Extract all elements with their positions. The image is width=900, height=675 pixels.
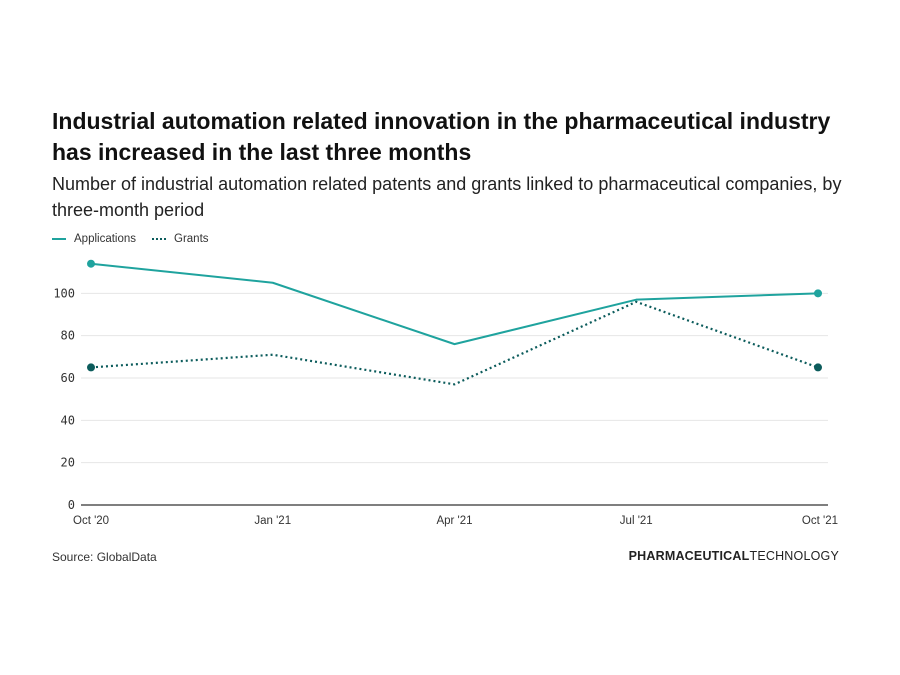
x-tick-label: Oct '21 <box>802 515 838 527</box>
y-tick-label: 20 <box>61 456 75 470</box>
series-line-applications <box>90 262 819 346</box>
chart-subtitle: Number of industrial automation related … <box>52 174 842 220</box>
x-axis-ticks: Oct '20 Jan '21 Apr '21 Jul '21 Oct '21 <box>73 515 838 527</box>
brand-light: TECHNOLOGY <box>749 549 839 563</box>
x-tick-label: Apr '21 <box>436 515 472 527</box>
series <box>87 259 822 386</box>
brand-logo: PHARMACEUTICALTECHNOLOGY <box>629 549 839 563</box>
legend: Applications Grants <box>52 233 225 245</box>
chart-title: Industrial automation related innovation… <box>52 108 831 165</box>
data-point-applications <box>87 259 95 268</box>
y-tick-label: 80 <box>61 329 75 343</box>
legend-item-applications[interactable]: Applications <box>52 233 136 245</box>
data-point-applications <box>814 289 822 298</box>
y-tick-label: 60 <box>61 371 75 385</box>
legend-label-grants: Grants <box>174 233 209 245</box>
legend-swatch-grants <box>152 238 167 240</box>
x-tick-label: Jan '21 <box>254 515 291 527</box>
series-line-grants <box>90 300 819 386</box>
x-tick-label: Jul '21 <box>620 515 653 527</box>
legend-item-grants[interactable]: Grants <box>152 233 209 245</box>
data-point-grants <box>87 363 95 372</box>
legend-swatch-applications <box>52 238 66 240</box>
brand-bold: PHARMACEUTICAL <box>628 549 750 563</box>
x-tick-label: Oct '20 <box>73 515 109 527</box>
y-axis-ticks: 0 20 40 60 80 100 <box>53 286 75 512</box>
gridlines <box>81 292 828 506</box>
y-tick-label: 0 <box>68 498 75 512</box>
y-tick-label: 100 <box>53 286 75 300</box>
legend-label-applications: Applications <box>74 233 137 245</box>
y-tick-label: 40 <box>61 413 75 427</box>
data-point-grants <box>814 363 822 372</box>
source-note: Source: GlobalData <box>52 550 157 564</box>
